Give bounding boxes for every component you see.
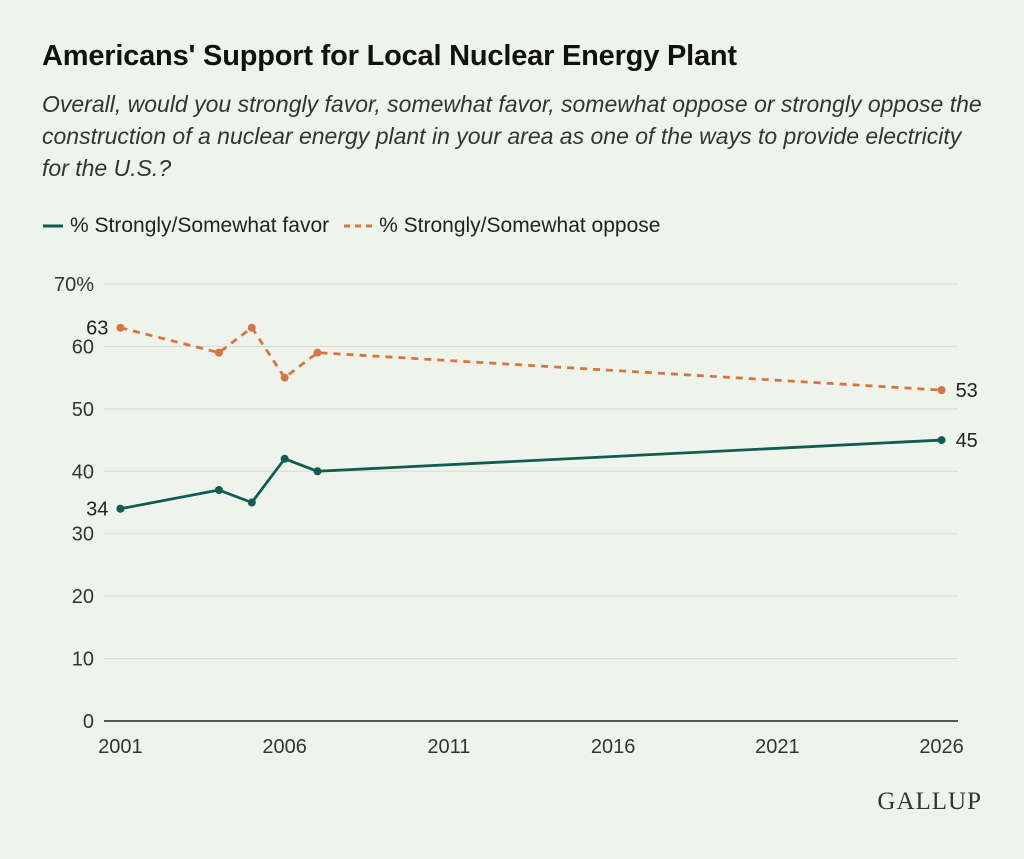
y-tick-label: 0 [83, 711, 94, 733]
series-line-oppose [120, 326, 942, 392]
y-tick-label: 20 [72, 586, 94, 608]
data-point-favor [280, 454, 289, 463]
y-tick-label: 10 [72, 649, 94, 671]
data-point-oppose [116, 323, 125, 332]
legend-label-favor: % Strongly/Somewhat favor [70, 214, 330, 237]
data-point-favor [937, 436, 946, 445]
y-tick-label: 40 [72, 461, 94, 483]
chart-subtitle: Overall, would you strongly favor, somew… [42, 91, 982, 181]
y-tick-label: 60 [72, 336, 94, 358]
x-tick-label: 2006 [262, 736, 307, 758]
data-point-oppose [247, 323, 256, 332]
data-point-favor [214, 486, 223, 495]
legend-label-oppose: % Strongly/Somewhat oppose [379, 214, 661, 237]
data-label: 45 [956, 430, 978, 452]
x-tick-label: 2011 [427, 736, 470, 758]
series-line-favor [120, 438, 942, 511]
y-tick-label: 30 [72, 524, 94, 546]
legend-item-favor: % Strongly/Somewhat favor [42, 214, 329, 238]
legend: % Strongly/Somewhat favor % Strongly/Som… [42, 214, 674, 238]
legend-item-oppose: % Strongly/Somewhat oppose [343, 214, 660, 238]
gallup-logo: GALLUP [877, 788, 982, 815]
legend-swatch-oppose [344, 224, 373, 228]
data-point-oppose [937, 386, 946, 395]
chart-title: Americans' Support for Local Nuclear Ene… [42, 40, 737, 72]
x-tick-label: 2016 [591, 736, 636, 758]
data-point-oppose [280, 373, 289, 382]
x-tick-label: 2021 [755, 736, 800, 758]
x-tick-label: 2026 [919, 736, 964, 758]
data-label: 63 [86, 318, 108, 340]
data-point-favor [116, 504, 125, 513]
x-tick-label: 2001 [98, 736, 143, 758]
line-chart: 0 10 20 30 40 50 60 70% 2001 2006 2011 2016 2021 2026… [54, 274, 978, 758]
data-point-favor [247, 498, 256, 507]
data-label: 53 [956, 380, 978, 402]
data-point-oppose [313, 348, 322, 357]
data-point-favor [313, 467, 322, 476]
legend-swatch-favor [43, 224, 63, 228]
data-label: 34 [86, 499, 108, 521]
data-point-oppose [214, 348, 223, 357]
y-tick-label: 70% [54, 274, 94, 296]
y-tick-label: 50 [72, 399, 94, 421]
